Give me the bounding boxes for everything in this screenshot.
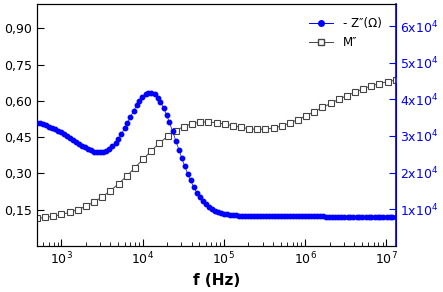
X-axis label: f (Hz): f (Hz) — [193, 273, 240, 288]
Legend: - Z″(Ω), M″: - Z″(Ω), M″ — [305, 13, 386, 54]
